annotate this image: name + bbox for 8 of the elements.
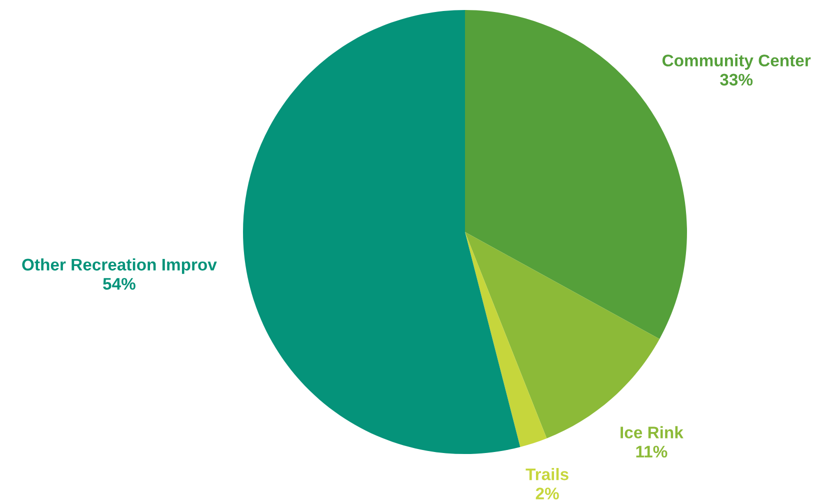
slice-label: Trails <box>526 468 568 480</box>
slice-label: Other Recreation Improv <box>22 258 217 274</box>
slice-label: Ice Rink <box>620 426 684 438</box>
data-label: 2% <box>536 488 559 500</box>
slice-label: Community Center <box>662 54 811 70</box>
data-label: 54% <box>103 278 136 290</box>
data-label: 33% <box>720 74 753 86</box>
data-label: 11% <box>636 446 668 458</box>
